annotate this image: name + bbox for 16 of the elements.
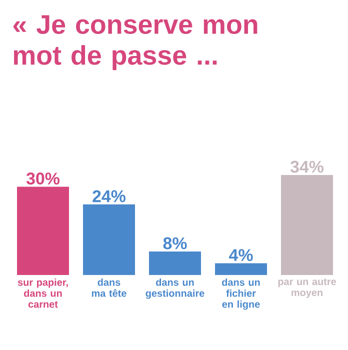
data-label: 8% [163, 237, 187, 250]
x-tick-label: sur papier, dans un carnet [18, 278, 68, 308]
data-label: 30% [26, 172, 60, 185]
x-tick-label: dans un gestionnaire [146, 278, 204, 299]
bar [17, 186, 69, 275]
data-label: 34% [290, 160, 324, 173]
bar [214, 263, 267, 275]
data-label: 24% [92, 190, 126, 202]
x-tick-label: par un autre moyen [278, 278, 336, 298]
bar [280, 175, 333, 275]
x-tick-label: dans ma tête [92, 278, 126, 297]
bar [149, 251, 201, 275]
bar [83, 204, 135, 275]
x-tick-label: dans un fichier en ligne [222, 278, 260, 310]
data-label: 4% [229, 249, 253, 262]
chart-title: « Je conserve mon mot de passe ... [13, 15, 258, 70]
